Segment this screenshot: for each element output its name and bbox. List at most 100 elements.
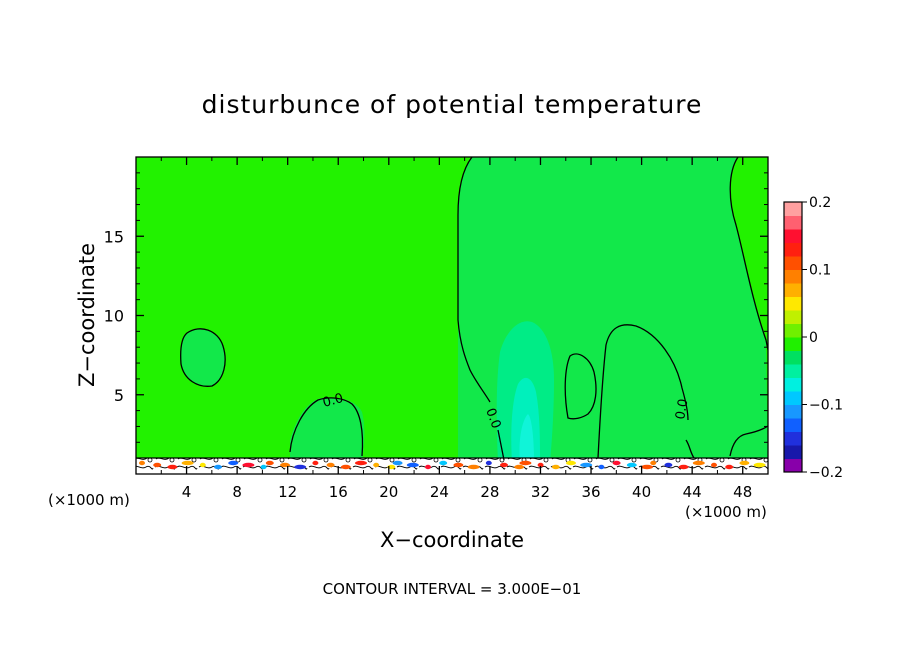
surface-spots [139, 460, 766, 470]
y-tick-label: 5 [114, 386, 124, 405]
plot-area: 0.0 0.0 0.0 [136, 157, 768, 474]
contour-labels: 0.0 0.0 0.0 [321, 391, 691, 431]
surface-spot [711, 462, 717, 468]
surface-spot [641, 464, 653, 470]
x-tick-label: 4 [182, 483, 192, 501]
surface-spot [392, 460, 403, 466]
chart-title: disturbunce of potential temperature [202, 90, 703, 119]
colorbar-tick-label: 0 [809, 330, 818, 346]
contour-left-blob [180, 328, 226, 387]
surface-spot [312, 460, 319, 466]
x-tick-label: 24 [430, 483, 449, 501]
surface-spot [467, 464, 480, 470]
colorbar-swatch [784, 256, 802, 270]
x-tick-label: 28 [480, 483, 499, 501]
surface-spot [373, 462, 380, 468]
colorbar-swatch [784, 229, 802, 243]
x-tick-label: 12 [278, 483, 297, 501]
surface-spot [598, 464, 605, 470]
field-region-core [519, 414, 534, 462]
surface-spot [228, 460, 239, 466]
x-unit-label-right: (×1000 m) [685, 503, 767, 521]
surface-spot [453, 462, 464, 468]
surface-spot [280, 462, 290, 468]
contour-lines [180, 157, 768, 461]
surface-spot [566, 460, 576, 466]
surface-spot [242, 462, 255, 468]
colorbar-swatch [784, 391, 802, 405]
y-tick-label: 10 [104, 307, 124, 326]
x-unit-label-left: (×1000 m) [48, 491, 130, 509]
surface-spot [485, 460, 492, 466]
contour-mid-small [564, 353, 597, 420]
surface-spot [739, 460, 750, 466]
contour-blob-16km [289, 397, 364, 457]
surface-spot [500, 462, 508, 468]
contour-label-28km: 0.0 [482, 406, 503, 431]
surface-layer [136, 458, 768, 474]
colorbar-swatch [784, 296, 802, 311]
contour-label-16km: 0.0 [321, 391, 345, 411]
contour-label-44km: 0.0 [673, 398, 691, 421]
field-region-blob-16km [290, 397, 365, 462]
contour-right-edge [729, 157, 768, 351]
surface-spot [612, 460, 621, 466]
x-tick-label: 48 [733, 483, 752, 501]
surface-spot [199, 462, 206, 468]
x-tick-label: 16 [329, 483, 348, 501]
contour-interval-note: CONTOUR INTERVAL = 3.000E−01 [323, 580, 582, 598]
colorbar-swatch [784, 364, 802, 378]
surface-spot [340, 464, 351, 470]
colorbar-swatch [784, 202, 802, 216]
colorbar-swatch [784, 377, 802, 392]
colorbar-tick-label: 0.1 [809, 263, 831, 279]
colorbar-tick-label: −0.1 [809, 398, 843, 414]
contour-central-left [457, 157, 491, 403]
surface-spot [355, 460, 367, 466]
x-tick-label: 8 [232, 483, 242, 501]
surface-spot [406, 462, 419, 468]
surface-spot [580, 462, 593, 468]
surface-spot [294, 464, 307, 470]
surface-spot [692, 460, 705, 466]
surface-spot [551, 464, 560, 470]
surface-spot [439, 460, 448, 466]
y-tick-label: 15 [104, 227, 124, 246]
colorbar-swatch [784, 283, 802, 297]
surface-spot [326, 462, 335, 468]
colorbar-swatch [784, 445, 802, 459]
contour-central-left-lower [497, 429, 505, 461]
colorbar-swatch [784, 404, 802, 419]
x-tick-label: 40 [632, 483, 651, 501]
contour-right-lower [685, 439, 695, 459]
contour-right-lobe [597, 324, 689, 459]
surface-spot [265, 460, 274, 466]
surface-spot [519, 460, 532, 466]
contour-right-bottom [729, 425, 768, 457]
surface-spot [678, 464, 689, 470]
colorbar-swatch [784, 310, 802, 324]
colorbar-swatch [784, 215, 802, 230]
surface-spot [537, 462, 544, 468]
x-axis: 4 8 12 16 20 24 28 32 36 40 44 48 [160, 157, 752, 501]
colorbar-tick-label: 0.2 [809, 195, 831, 211]
colorbar-swatch [784, 418, 802, 432]
surface-spot [181, 460, 194, 466]
surface-spot [214, 464, 222, 470]
surface-spot [139, 460, 145, 466]
surface-spot [514, 464, 525, 470]
surface-spot [725, 464, 734, 470]
surface-spot [753, 462, 766, 468]
surface-spot [664, 462, 673, 468]
colorbar-swatch [784, 458, 802, 473]
colorbar-swatch [784, 350, 802, 365]
colorbar-swatch [784, 269, 802, 284]
surface-spot [167, 464, 178, 470]
x-axis-label: X−coordinate [380, 528, 524, 552]
colorbar-swatch [784, 431, 802, 446]
surface-spot [650, 460, 657, 466]
colorbar-tick-label: −0.2 [809, 465, 843, 481]
colorbar-swatch [784, 242, 802, 257]
y-axis: 5 10 15 [104, 172, 768, 459]
